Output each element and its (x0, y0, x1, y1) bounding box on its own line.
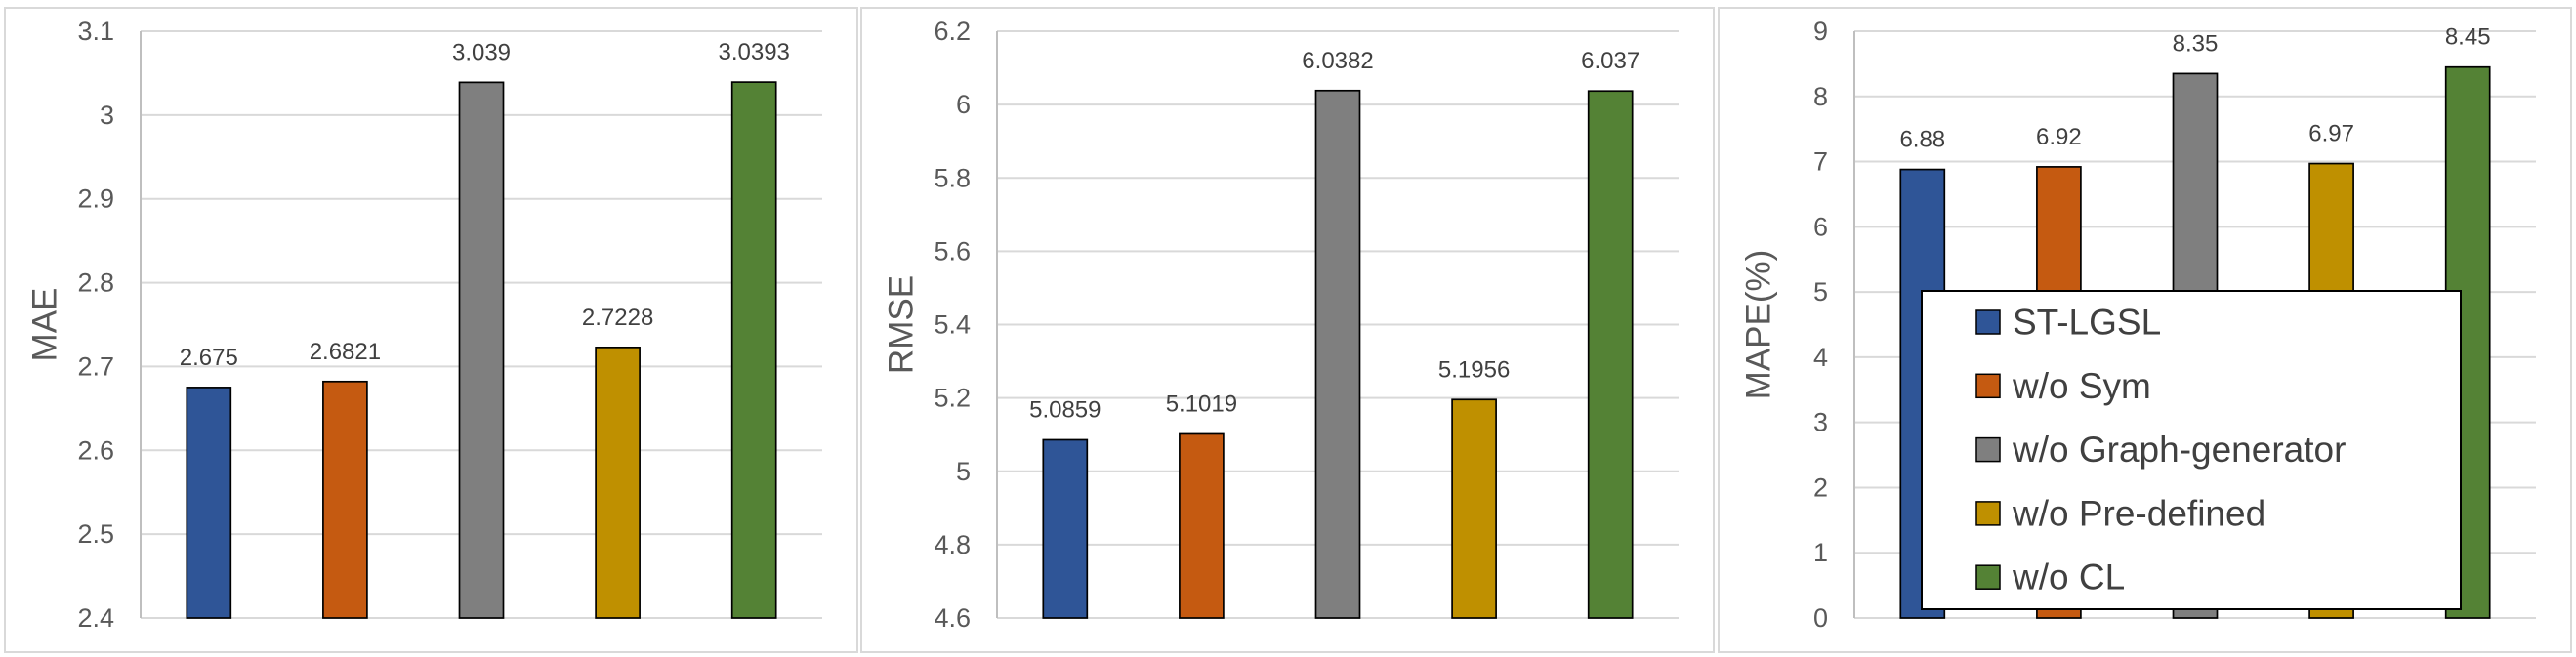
bars: 2.675 2.6821 3.039 2.7228 3.0393 (180, 39, 790, 619)
y-axis-ticks: 4.6 4.8 5 5.2 5.4 5.6 5.8 6 6.2 (934, 17, 971, 633)
y-tick-label: 3 (1813, 408, 1828, 437)
legend: ST-LGSL w/o Sym w/o Graph-generator w/o Pre… (1921, 290, 2462, 610)
y-tick-label: 1 (1813, 538, 1828, 567)
legend-swatch (1975, 501, 2001, 526)
data-label: 2.7228 (582, 305, 653, 331)
data-label: 3.0393 (718, 39, 789, 65)
legend-swatch (1975, 373, 2001, 399)
y-tick-label: 0 (1813, 603, 1828, 633)
y-tick-label: 5.6 (934, 236, 971, 266)
legend-label: w/o Sym (2012, 366, 2151, 406)
y-tick-label: 4.6 (934, 603, 971, 633)
data-label: 5.1956 (1438, 356, 1510, 383)
y-axis-ticks: 2.4 2.5 2.6 2.7 2.8 2.9 3 3.1 (77, 17, 114, 633)
data-label: 6.92 (2036, 124, 2082, 150)
mae-bar-4 (595, 347, 641, 619)
data-label: 8.45 (2445, 24, 2491, 51)
y-tick-label: 6 (1813, 212, 1828, 241)
panel-border (4, 7, 858, 653)
y-tick-label: 3 (100, 101, 114, 130)
y-tick-label: 2.7 (77, 351, 114, 381)
y-tick-label: 2.9 (77, 185, 114, 214)
data-label: 5.1019 (1166, 390, 1237, 417)
data-label: 6.037 (1581, 48, 1640, 74)
y-axis-label: RMSE (883, 275, 921, 374)
legend-entry: ST-LGSL (1975, 303, 2161, 343)
legend-swatch (1975, 564, 2001, 590)
legend-entry: w/o Pre-defined (1975, 493, 2265, 533)
mae-bar-3 (458, 81, 505, 619)
y-axis-label: MAPE(%) (1740, 250, 1778, 400)
data-label: 6.88 (1899, 127, 1945, 153)
rmse-bar-3 (1314, 89, 1361, 619)
data-label: 6.0382 (1302, 48, 1373, 74)
y-tick-label: 8 (1813, 82, 1828, 111)
legend-label: w/o Graph-generator (2012, 430, 2346, 470)
mae-chart-panel: 2.42.52.62.72.82.933.12.675 2.68213.0392.… (4, 7, 858, 653)
legend-entry: w/o CL (1975, 557, 2125, 597)
y-tick-label: 4 (1813, 343, 1828, 372)
legend-swatch (1975, 436, 2001, 463)
data-label: 5.0859 (1029, 396, 1101, 423)
legend-entry: w/o Sym (1975, 366, 2151, 406)
rmse-bar-4 (1451, 398, 1497, 619)
y-tick-label: 5.2 (934, 384, 971, 413)
data-label: 2.675 (180, 345, 238, 371)
y-tick-label: 5 (956, 457, 971, 486)
y-axis-label: MAE (26, 288, 64, 362)
y-tick-label: 5.4 (934, 310, 971, 340)
legend-swatch (1975, 309, 2001, 335)
data-label: 6.97 (2308, 121, 2354, 147)
y-tick-label: 7 (1813, 147, 1828, 177)
mae-bar-2 (322, 380, 368, 619)
y-tick-label: 3.1 (77, 17, 114, 46)
rmse-bar-5 (1587, 90, 1634, 619)
bars: 5.0859 5.1019 6.0382 5.1956 6.037 (1029, 48, 1640, 619)
mae-bar-1 (186, 387, 232, 619)
y-tick-label: 5.8 (934, 163, 971, 192)
y-tick-label: 2.5 (77, 519, 114, 549)
y-tick-label: 2.8 (77, 268, 114, 298)
mae-bar-5 (730, 81, 777, 619)
data-label: 8.35 (2173, 30, 2219, 57)
y-tick-label: 2.4 (77, 603, 114, 633)
data-label: 3.039 (452, 39, 511, 65)
rmse-bar-2 (1179, 432, 1225, 619)
legend-box (1921, 290, 2462, 610)
y-axis-ticks: 0 1 2 3 4 5 6 7 8 9 (1813, 17, 1828, 633)
legend-label: ST-LGSL (2013, 303, 2161, 343)
y-tick-label: 9 (1813, 17, 1828, 46)
y-tick-label: 2 (1813, 472, 1828, 502)
mape-chart-panel: 0 1 2 3 4 5 6 7 8 9 6.88 6.92 8.35 6.97 8.45 MAPE(%) ST-… (1718, 7, 2572, 653)
legend-label: w/o CL (2012, 557, 2125, 597)
y-tick-label: 5 (1813, 277, 1828, 307)
legend-label: w/o Pre-defined (2012, 493, 2265, 533)
y-tick-label: 6 (956, 90, 971, 119)
rmse-bar-1 (1042, 438, 1089, 619)
rmse-chart-panel: 4.6 4.8 5 5.2 5.4 5.6 5.8 6 6.2 5.0859 5.1019 6.038… (860, 7, 1715, 653)
y-tick-label: 4.8 (934, 530, 971, 559)
data-label: 2.6821 (310, 339, 381, 365)
y-tick-label: 2.6 (77, 435, 114, 465)
legend-entry: w/o Graph-generator (1975, 430, 2346, 470)
y-tick-label: 6.2 (934, 17, 971, 46)
